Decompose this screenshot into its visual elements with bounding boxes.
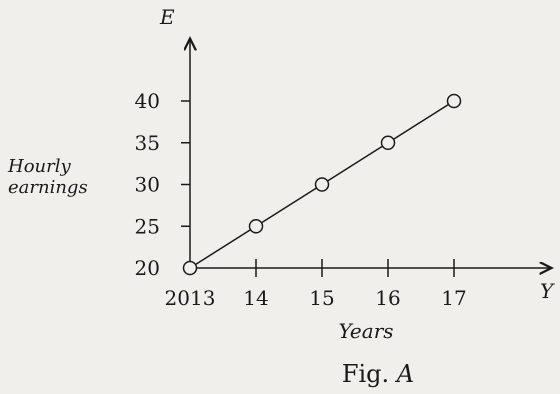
data-point (314, 177, 330, 192)
x-tick-label: 15 (309, 286, 334, 310)
x-tick-label: 14 (243, 286, 268, 310)
data-point (182, 260, 198, 276)
y-tick-label: 35 (135, 131, 160, 155)
y-tick-label: 20 (135, 256, 160, 280)
y-tick-label: 30 (135, 173, 160, 197)
figure-caption: Fig. A (342, 360, 414, 388)
y-axis-title: Hourly earnings (8, 156, 118, 198)
x-tick-label: 16 (375, 286, 400, 310)
y-tick-label: 25 (135, 214, 160, 238)
x-axis-title: Years (338, 319, 393, 343)
y-tick-label: 40 (135, 89, 160, 113)
x-tick-label: 17 (441, 286, 466, 310)
y-axis-symbol: E (159, 5, 175, 29)
caption-letter: A (395, 360, 414, 388)
y-axis-title-line-1: Hourly (8, 156, 71, 177)
data-point (446, 93, 462, 109)
y-axis-title-line-2: earnings (8, 177, 88, 198)
data-point (380, 135, 396, 150)
x-tick-label: 2013 (165, 286, 216, 310)
caption-text: Fig. (342, 360, 397, 388)
data-point (248, 219, 264, 234)
x-axis-symbol: Y (540, 279, 555, 303)
